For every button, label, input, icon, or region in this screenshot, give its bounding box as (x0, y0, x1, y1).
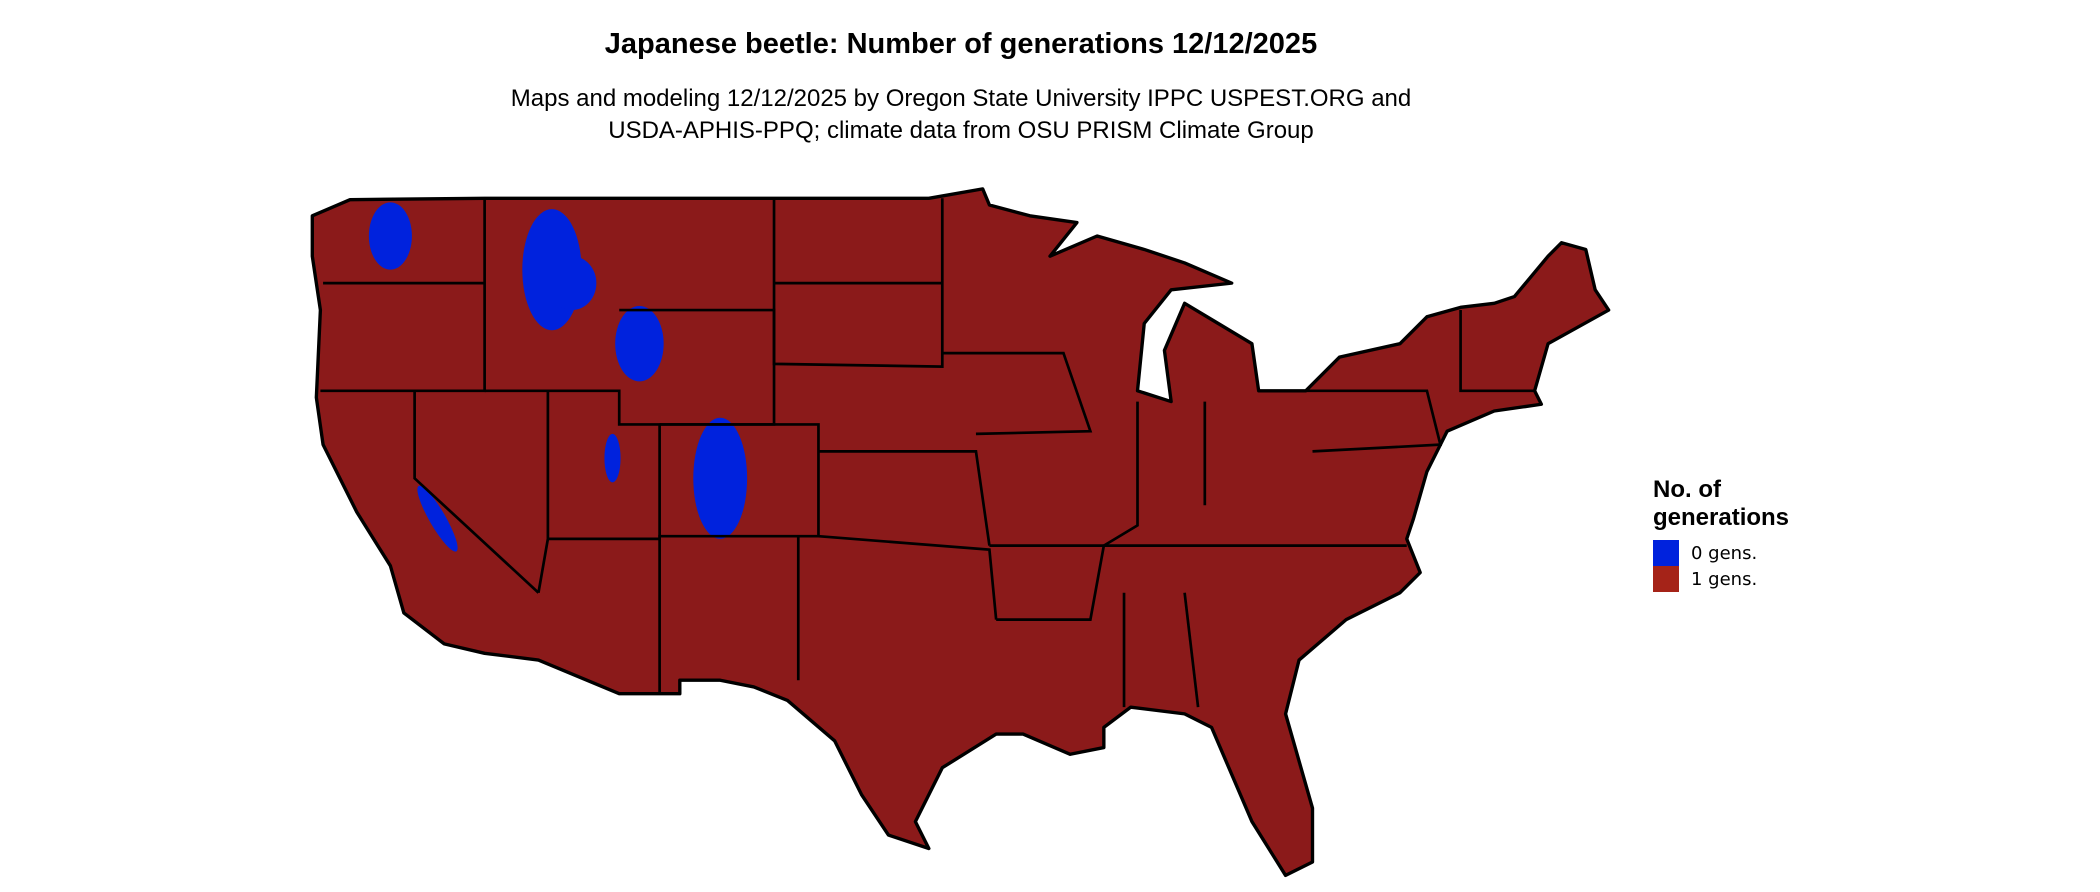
state-borders (320, 198, 1535, 708)
zero-gen-utah (604, 433, 621, 483)
zero-gen-colorado (693, 417, 748, 539)
us-outline (310, 187, 1611, 878)
legend-swatch (1653, 540, 1679, 566)
zero-gen-wyoming (615, 306, 664, 382)
legend-swatch (1653, 566, 1679, 592)
zero-generation-areas (368, 202, 748, 552)
legend-item-1-gens: 1 gens. (1653, 566, 1789, 592)
zero-gen-cascades-wa (368, 202, 412, 270)
legend-label: 0 gens. (1691, 542, 1758, 564)
legend-label: 1 gens. (1691, 568, 1758, 590)
zero-gen-mt-rockies (547, 256, 597, 311)
map-subtitle-line2: USDA-APHIS-PPQ; climate data from OSU PR… (608, 117, 1314, 144)
legend: No. of generations 0 gens. 1 gens. (1653, 476, 1789, 592)
legend-title-line2: generations (1653, 504, 1790, 531)
map-title: Japanese beetle: Number of generations 1… (604, 28, 1318, 60)
zero-gen-sierra-nevada (417, 485, 458, 552)
legend-item-0-gens: 0 gens. (1653, 540, 1789, 566)
legend-title-line1: No. of (1653, 476, 1721, 503)
map-subtitle-line1: Maps and modeling 12/12/2025 by Oregon S… (510, 85, 1412, 112)
legend-title: No. of generations (1653, 476, 1789, 532)
